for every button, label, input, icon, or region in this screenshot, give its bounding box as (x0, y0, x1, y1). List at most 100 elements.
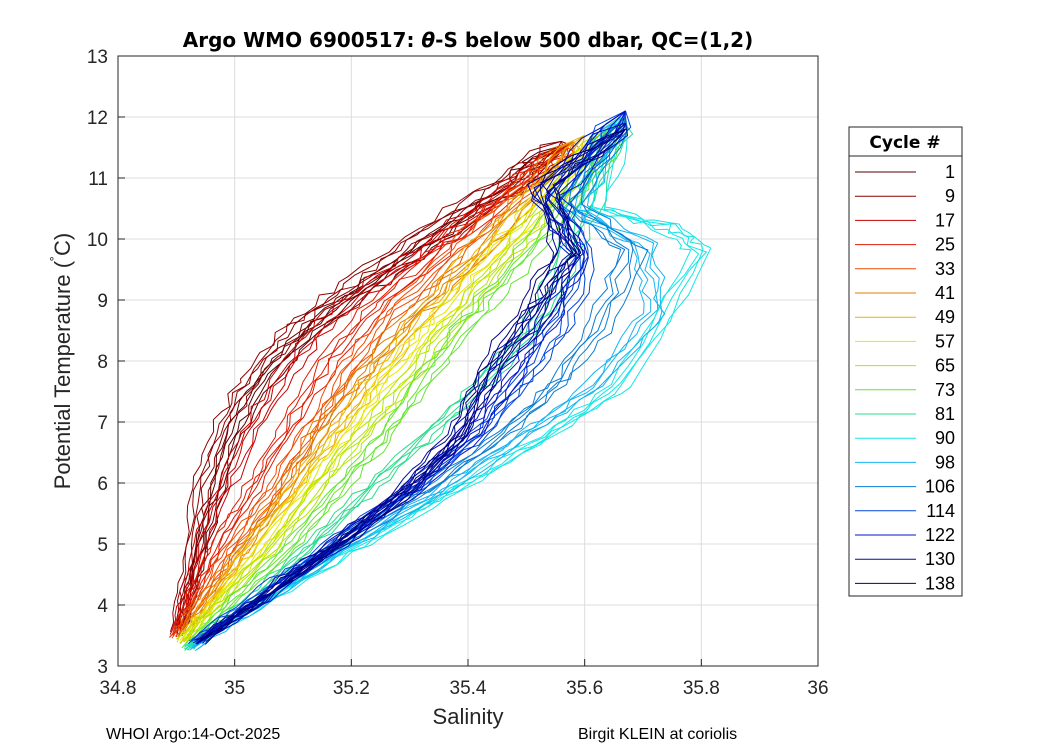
profile-line (205, 123, 628, 643)
profile-line (174, 141, 574, 637)
footer-right: Birgit KLEIN at coriolis (578, 726, 738, 743)
profile-line (195, 128, 626, 641)
profile-line (178, 147, 569, 638)
series-layer (169, 110, 712, 652)
profile-line (186, 116, 707, 651)
profile-line (176, 134, 597, 643)
legend-label: 49 (935, 307, 955, 327)
y-tick-label: 3 (97, 657, 108, 678)
profile-line (185, 128, 609, 640)
profile-line (179, 140, 570, 631)
profile-line (180, 134, 585, 645)
profile-line (184, 116, 620, 652)
legend-label: 73 (935, 380, 955, 400)
profile-line (175, 147, 568, 634)
profile-line (191, 110, 626, 643)
profile-line (198, 128, 626, 643)
legend-label: 9 (945, 186, 955, 206)
legend-label: 1 (945, 162, 955, 182)
profile-line (178, 141, 574, 635)
legend-label: 98 (935, 452, 955, 472)
legend-label: 130 (925, 549, 955, 569)
x-tick-label: 35.4 (450, 678, 487, 699)
profile-line (177, 140, 574, 638)
profile-line (169, 140, 562, 632)
y-tick-label: 9 (97, 291, 108, 312)
profile-line (204, 128, 626, 645)
legend-label: 41 (935, 283, 955, 303)
y-tick-label: 4 (97, 596, 108, 617)
profile-line (176, 128, 609, 640)
y-tick-label: 8 (97, 352, 108, 373)
profile-line (199, 122, 626, 640)
profile-line (178, 141, 565, 633)
x-axis-label: Salinity (433, 704, 504, 729)
profile-line (190, 123, 621, 649)
y-tick-label: 6 (97, 474, 108, 495)
profile-line (195, 128, 626, 645)
series-cycle-65 (176, 128, 618, 644)
profile-line (175, 147, 562, 638)
legend-label: 33 (935, 259, 955, 279)
profile-line (169, 147, 568, 638)
legend-label: 138 (925, 573, 955, 593)
x-tick-label: 35.6 (566, 678, 603, 699)
legend-label: 57 (935, 331, 955, 351)
profile-line (173, 140, 562, 631)
profile-line (171, 140, 574, 639)
legend: Cycle # 1 9 17 25 33 41 49 57 65 73 81 90 98 106 114 12… (848, 126, 963, 597)
profile-line (182, 135, 597, 639)
y-tick-label: 13 (87, 47, 108, 68)
y-tick-label: 5 (97, 535, 108, 556)
y-tick-label: 11 (88, 169, 108, 190)
legend-title: Cycle # (869, 133, 940, 153)
profile-line (181, 141, 574, 634)
x-axis: 34.8 35 35.2 35.4 35.6 35.8 36 (100, 659, 829, 699)
legend-label: 25 (935, 235, 955, 255)
footer-left: WHOI Argo:14-Oct-2025 (106, 726, 281, 743)
legend-entries: 1 9 17 25 33 41 49 57 65 73 81 90 98 106 114 122 130 138 (855, 162, 955, 593)
profile-line (182, 134, 586, 641)
profile-line (181, 147, 575, 637)
series-cycle-49 (176, 134, 586, 645)
profile-line (195, 122, 626, 642)
profile-line (182, 128, 609, 642)
x-tick-label: 36 (807, 678, 828, 699)
x-tick-label: 34.8 (100, 678, 137, 699)
series-cycle-25 (169, 147, 575, 638)
profile-line (197, 122, 666, 650)
x-tick-label: 35.8 (683, 678, 720, 699)
legend-label: 106 (925, 477, 955, 497)
profile-line (172, 147, 568, 636)
profile-line (184, 122, 621, 647)
profile-line (179, 134, 597, 641)
profile-line (176, 141, 562, 629)
y-tick-label: 12 (87, 108, 108, 129)
legend-box (848, 126, 963, 597)
profile-line (176, 134, 585, 640)
chart-title: Argo WMO 6900517: θ-S below 500 dbar, QC… (183, 28, 753, 52)
legend-label: 114 (926, 501, 955, 521)
series-cycle-33 (171, 140, 574, 639)
series-cycle-9 (169, 140, 570, 633)
profile-line (190, 116, 628, 646)
profile-line (186, 141, 581, 636)
legend-label: 90 (935, 428, 955, 448)
profile-line (172, 140, 574, 635)
legend-label: 122 (925, 525, 955, 545)
legend-label: 81 (935, 404, 955, 424)
legend-label: 17 (935, 210, 955, 230)
profile-line (205, 110, 626, 640)
y-tick-label: 10 (87, 230, 108, 251)
profile-line (192, 116, 712, 647)
x-tick-label: 35 (224, 678, 245, 699)
profile-line (182, 147, 556, 630)
profile-line (192, 122, 626, 644)
series-cycle-138 (195, 128, 626, 645)
y-tick-label: 7 (97, 413, 108, 434)
y-axis: 3 4 5 6 7 8 9 10 11 12 13 (87, 47, 125, 678)
profile-line (169, 147, 562, 635)
y-axis-label: Potential Temperature (˚C) (49, 233, 75, 490)
legend-label: 65 (935, 356, 955, 376)
